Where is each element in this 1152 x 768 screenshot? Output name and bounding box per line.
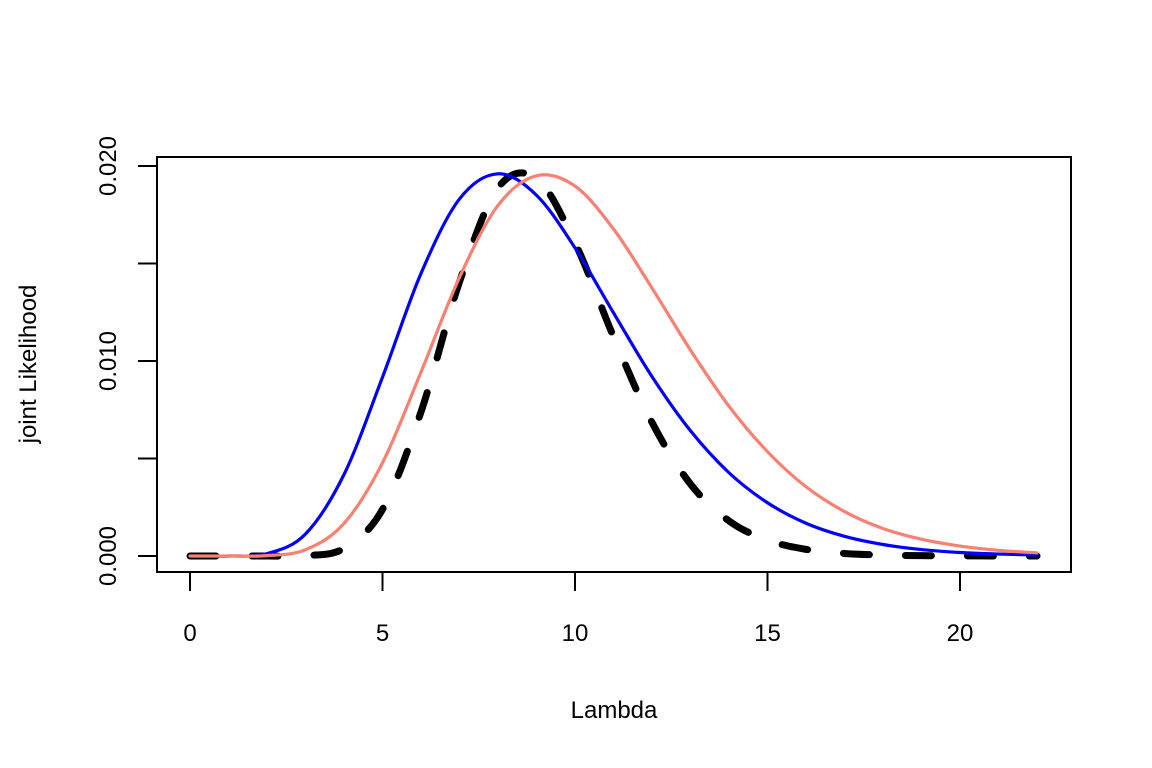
x-tick-label: 15 bbox=[754, 620, 781, 647]
x-tick-label: 5 bbox=[376, 620, 389, 647]
x-tick-label: 10 bbox=[562, 620, 589, 647]
plot-frame bbox=[156, 156, 1072, 573]
x-tick-label: 20 bbox=[947, 620, 974, 647]
x-axis: 0 5 10 15 20 bbox=[183, 571, 974, 647]
y-tick-label: 0.020 bbox=[95, 136, 122, 196]
x-tick-label: 0 bbox=[183, 620, 196, 647]
series-line-blue-curve bbox=[188, 172, 1039, 558]
y-axis-title: joint Likelihood bbox=[15, 285, 42, 445]
y-tick-label: 0.010 bbox=[95, 331, 122, 391]
x-axis-title: Lambda bbox=[571, 697, 658, 724]
y-tick-label: 0.000 bbox=[95, 526, 122, 586]
y-axis: 0.000 0.010 0.020 bbox=[95, 136, 158, 586]
series-layer bbox=[186, 169, 1041, 560]
series-line-salmon-curve bbox=[188, 173, 1039, 558]
